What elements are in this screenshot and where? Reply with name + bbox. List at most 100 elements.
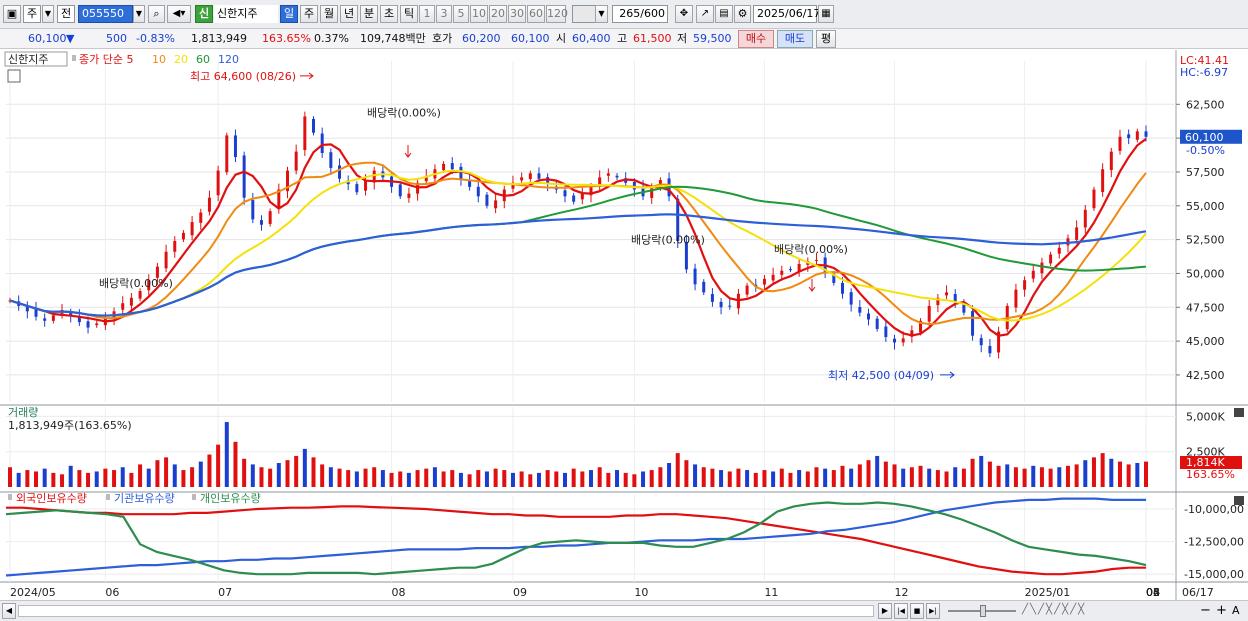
time-tick-label: 06 bbox=[105, 586, 119, 599]
time-tick-label: 07 bbox=[218, 586, 232, 599]
mode-select[interactable]: 주 bbox=[23, 5, 41, 23]
period-1-button[interactable]: 주 bbox=[300, 5, 318, 23]
candle-body bbox=[788, 269, 792, 271]
candle-body bbox=[1031, 270, 1035, 279]
prev-select[interactable]: 전 bbox=[57, 5, 75, 23]
volume-bar bbox=[632, 474, 637, 487]
eval-button[interactable]: 평 bbox=[816, 30, 836, 48]
time-tick-label: 02 bbox=[1146, 586, 1160, 599]
disk-icon[interactable]: ▤ bbox=[715, 5, 733, 23]
magnifier-icon[interactable]: ⌕ bbox=[148, 5, 165, 23]
buy-button[interactable]: 매수 bbox=[738, 30, 774, 48]
mode-dropdown-icon[interactable]: ▼ bbox=[42, 5, 54, 23]
volume-bar bbox=[25, 470, 30, 487]
interval-dropdown-icon[interactable]: ▼ bbox=[595, 5, 608, 23]
volume-bar bbox=[424, 468, 429, 487]
interval-60-button[interactable]: 60 bbox=[527, 5, 545, 23]
dividend-arrow-icon bbox=[808, 279, 816, 292]
scroll-track[interactable] bbox=[18, 605, 874, 617]
candle-body bbox=[528, 173, 532, 179]
interval-1-button[interactable]: 1 bbox=[419, 5, 435, 23]
candle-body bbox=[797, 263, 801, 272]
volume-bar bbox=[641, 471, 646, 487]
stock-code-input[interactable]: 055550 bbox=[78, 5, 133, 23]
interval-20-button[interactable]: 20 bbox=[489, 5, 507, 23]
candle-body bbox=[43, 318, 47, 321]
candle-body bbox=[676, 198, 680, 241]
candle-body bbox=[710, 294, 714, 302]
crosshair-icon[interactable]: ✥ bbox=[675, 5, 693, 23]
volume-bar bbox=[779, 468, 784, 487]
volume-bar bbox=[1109, 458, 1114, 487]
scroll-last-icon[interactable]: ▶| bbox=[926, 603, 940, 619]
flow-legend-label-1: 기관보유수량 bbox=[114, 492, 175, 505]
volume-bar bbox=[389, 472, 394, 487]
interval-30-button[interactable]: 30 bbox=[508, 5, 526, 23]
volume-bar bbox=[216, 444, 221, 487]
stop-icon[interactable]: ■ bbox=[910, 603, 924, 619]
time-tick-label: 10 bbox=[634, 586, 648, 599]
zoom-plus[interactable]: + bbox=[1216, 603, 1227, 618]
volume-bar bbox=[571, 468, 576, 487]
candle-body bbox=[338, 165, 342, 179]
candle-body bbox=[407, 193, 411, 198]
draw-tools-icon[interactable]: ╱╲╱╳╱╳╱╳ bbox=[1022, 604, 1087, 615]
price-tick-label: 55,000 bbox=[1186, 200, 1225, 213]
auto-scale[interactable]: A bbox=[1232, 604, 1240, 617]
candle-body bbox=[259, 220, 263, 225]
volume-bar bbox=[762, 470, 767, 487]
sell-button[interactable]: 매도 bbox=[777, 30, 813, 48]
ma-line-4 bbox=[9, 213, 1147, 317]
interval-5-button[interactable]: 5 bbox=[453, 5, 469, 23]
price-tick-label: 50,000 bbox=[1186, 267, 1225, 280]
candle-body bbox=[1109, 151, 1113, 171]
speaker-icon[interactable]: ◀▾ bbox=[167, 5, 191, 23]
candle-body bbox=[95, 323, 99, 326]
scroll-left-icon[interactable]: ◀ bbox=[2, 603, 16, 619]
volume-bar bbox=[797, 470, 802, 487]
code-dropdown-icon[interactable]: ▼ bbox=[133, 5, 145, 23]
time-tick-label: 08 bbox=[392, 586, 406, 599]
candle-body bbox=[199, 212, 203, 223]
date-input[interactable]: 2025/06/17 bbox=[753, 5, 820, 23]
volume-bar bbox=[979, 455, 984, 487]
candle-body bbox=[858, 307, 862, 313]
volume-bar bbox=[181, 470, 186, 487]
zoom-slider-handle[interactable] bbox=[980, 605, 986, 617]
flow-legend-swatch bbox=[8, 494, 12, 500]
window-layout-icon[interactable]: ▣ bbox=[3, 5, 21, 23]
ma-line-0 bbox=[9, 138, 1147, 337]
zoom-minus[interactable]: − bbox=[1200, 603, 1211, 618]
stock-chart-svg[interactable]: 62,50060,00057,50055,00052,50050,00047,5… bbox=[0, 50, 1248, 600]
gear-icon[interactable]: ⚙ bbox=[734, 5, 751, 23]
period-4-button[interactable]: 분 bbox=[360, 5, 378, 23]
volume-bar bbox=[450, 470, 455, 487]
last-change-tag: -0.50% bbox=[1186, 144, 1225, 157]
interval-3-button[interactable]: 3 bbox=[436, 5, 452, 23]
high-label: 고 bbox=[617, 32, 628, 45]
scroll-right-icon[interactable]: ▶ bbox=[878, 603, 892, 619]
volume-bar bbox=[536, 472, 541, 487]
volume-bar bbox=[831, 470, 836, 487]
volume-bar bbox=[1039, 467, 1044, 487]
period-3-button[interactable]: 년 bbox=[340, 5, 358, 23]
interval-120-button[interactable]: 120 bbox=[546, 5, 568, 23]
scroll-first-icon[interactable]: |◀ bbox=[894, 603, 908, 619]
volume-bar bbox=[320, 464, 325, 487]
period-2-button[interactable]: 월 bbox=[320, 5, 338, 23]
volume-bar bbox=[51, 472, 56, 487]
volume-bar bbox=[328, 467, 333, 487]
period-5-button[interactable]: 초 bbox=[380, 5, 398, 23]
chart-area[interactable]: 62,50060,00057,50055,00052,50050,00047,5… bbox=[0, 50, 1248, 600]
volume-bar bbox=[398, 471, 403, 487]
calendar-icon[interactable]: ▦ bbox=[818, 5, 834, 23]
pane-max-icon-0 bbox=[1234, 408, 1244, 417]
drawing-tool-icon[interactable]: ↗ bbox=[696, 5, 714, 23]
candle-body bbox=[693, 268, 697, 285]
period-0-button[interactable]: 일 bbox=[280, 5, 298, 23]
chart-scrollbar[interactable]: ◀ ▶ |◀ ■ ▶| ╱╲╱╳╱╳╱╳ − + A bbox=[0, 600, 1248, 621]
volume-bar bbox=[60, 474, 65, 487]
period-6-button[interactable]: 틱 bbox=[400, 5, 418, 23]
interval-10-button[interactable]: 10 bbox=[470, 5, 488, 23]
count-input[interactable]: 265/600 bbox=[612, 5, 668, 23]
